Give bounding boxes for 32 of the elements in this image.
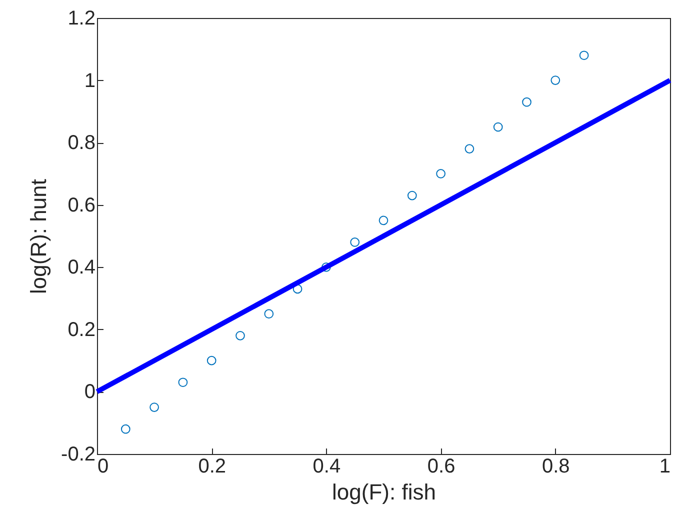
y-tick-label: 0 bbox=[84, 381, 96, 404]
y-tick-label: -0.2 bbox=[61, 444, 96, 466]
point bbox=[292, 284, 302, 294]
point bbox=[550, 76, 560, 85]
y-tick-label: 0.6 bbox=[68, 194, 96, 216]
y-axis-title: log(R): hunt bbox=[26, 179, 52, 294]
point bbox=[264, 309, 274, 319]
y-tick-label: 0.4 bbox=[68, 256, 96, 279]
point bbox=[178, 378, 188, 388]
point bbox=[236, 330, 245, 340]
point bbox=[150, 402, 159, 412]
y-tick-label: 0.8 bbox=[68, 132, 96, 154]
x-tick-label: 0.8 bbox=[542, 456, 570, 478]
y-tick-label: 1 bbox=[84, 70, 96, 92]
point bbox=[464, 144, 474, 154]
x-tick-label: 0.4 bbox=[312, 456, 341, 478]
point bbox=[522, 97, 532, 107]
y-tick-label: 1.2 bbox=[68, 8, 96, 30]
point bbox=[206, 356, 216, 366]
x-tick-label: 1 bbox=[659, 456, 670, 478]
x-tick-label: 0.2 bbox=[198, 456, 226, 478]
x-tick-label: 0.6 bbox=[427, 456, 456, 478]
point bbox=[120, 424, 130, 434]
point bbox=[378, 216, 388, 226]
point bbox=[436, 169, 446, 178]
y-tick-label: 0.2 bbox=[68, 318, 96, 341]
point bbox=[407, 190, 417, 200]
point bbox=[579, 50, 589, 60]
point bbox=[493, 122, 503, 132]
x-axis-title: log(F): fish bbox=[332, 480, 436, 504]
point bbox=[350, 238, 360, 247]
x-tick-label: 0 bbox=[98, 456, 109, 478]
